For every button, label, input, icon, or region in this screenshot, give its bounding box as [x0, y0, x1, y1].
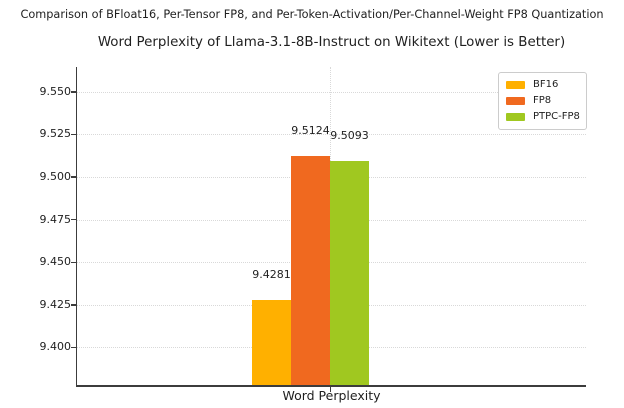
legend-label: BF16	[533, 79, 559, 90]
bar-value-label: 9.5093	[330, 129, 369, 143]
y-tick-mark	[70, 346, 76, 349]
y-gridline	[77, 91, 586, 93]
y-tick-label: 9.500	[39, 169, 72, 183]
y-tick-mark	[70, 91, 76, 93]
chart-title: Word Perplexity of Llama-3.1-8B-Instruct…	[97, 35, 566, 50]
legend-label: FP8	[533, 95, 552, 106]
legend: BF16 FP8 PTPC-FP8	[498, 72, 587, 130]
bar-ptpc-fp8	[330, 161, 369, 385]
y-tick-mark	[70, 219, 76, 221]
y-tick-label: 9.475	[39, 212, 72, 226]
x-axis-label: Word Perplexity	[282, 388, 381, 403]
bar-value-label: 9.4281	[252, 267, 291, 281]
legend-swatch-icon	[506, 112, 525, 121]
x-tick-mark	[330, 386, 332, 392]
y-tick-mark	[70, 176, 76, 178]
legend-entry-ptpc-fp8: PTPC-FP8	[506, 111, 580, 123]
figure-suptitle: Comparison of BFloat16, Per-Tensor FP8, …	[20, 8, 604, 21]
legend-entry-fp8: FP8	[506, 95, 578, 107]
y-tick-mark	[70, 261, 76, 264]
x-axis-spine	[75, 385, 586, 387]
bar-fp8	[291, 155, 330, 385]
plot-area: 9.4281 9.5124 9.5093	[70, 67, 586, 392]
bar-bf16	[252, 299, 291, 385]
legend-entry-bf16: BF16	[506, 79, 578, 91]
legend-label: PTPC-FP8	[533, 111, 580, 122]
y-tick-label: 9.400	[39, 340, 72, 354]
y-tick-mark	[70, 133, 76, 136]
legend-swatch-icon	[506, 80, 525, 89]
y-axis-spine	[75, 67, 77, 385]
bar-value-label: 9.5124	[291, 123, 330, 137]
y-tick-mark	[70, 304, 76, 306]
legend-swatch-icon	[506, 96, 525, 105]
y-tick-label: 9.525	[39, 127, 72, 141]
y-tick-label: 9.425	[39, 297, 72, 311]
y-tick-label: 9.450	[39, 255, 72, 269]
y-tick-label: 9.550	[39, 84, 72, 98]
y-gridline	[77, 134, 586, 136]
